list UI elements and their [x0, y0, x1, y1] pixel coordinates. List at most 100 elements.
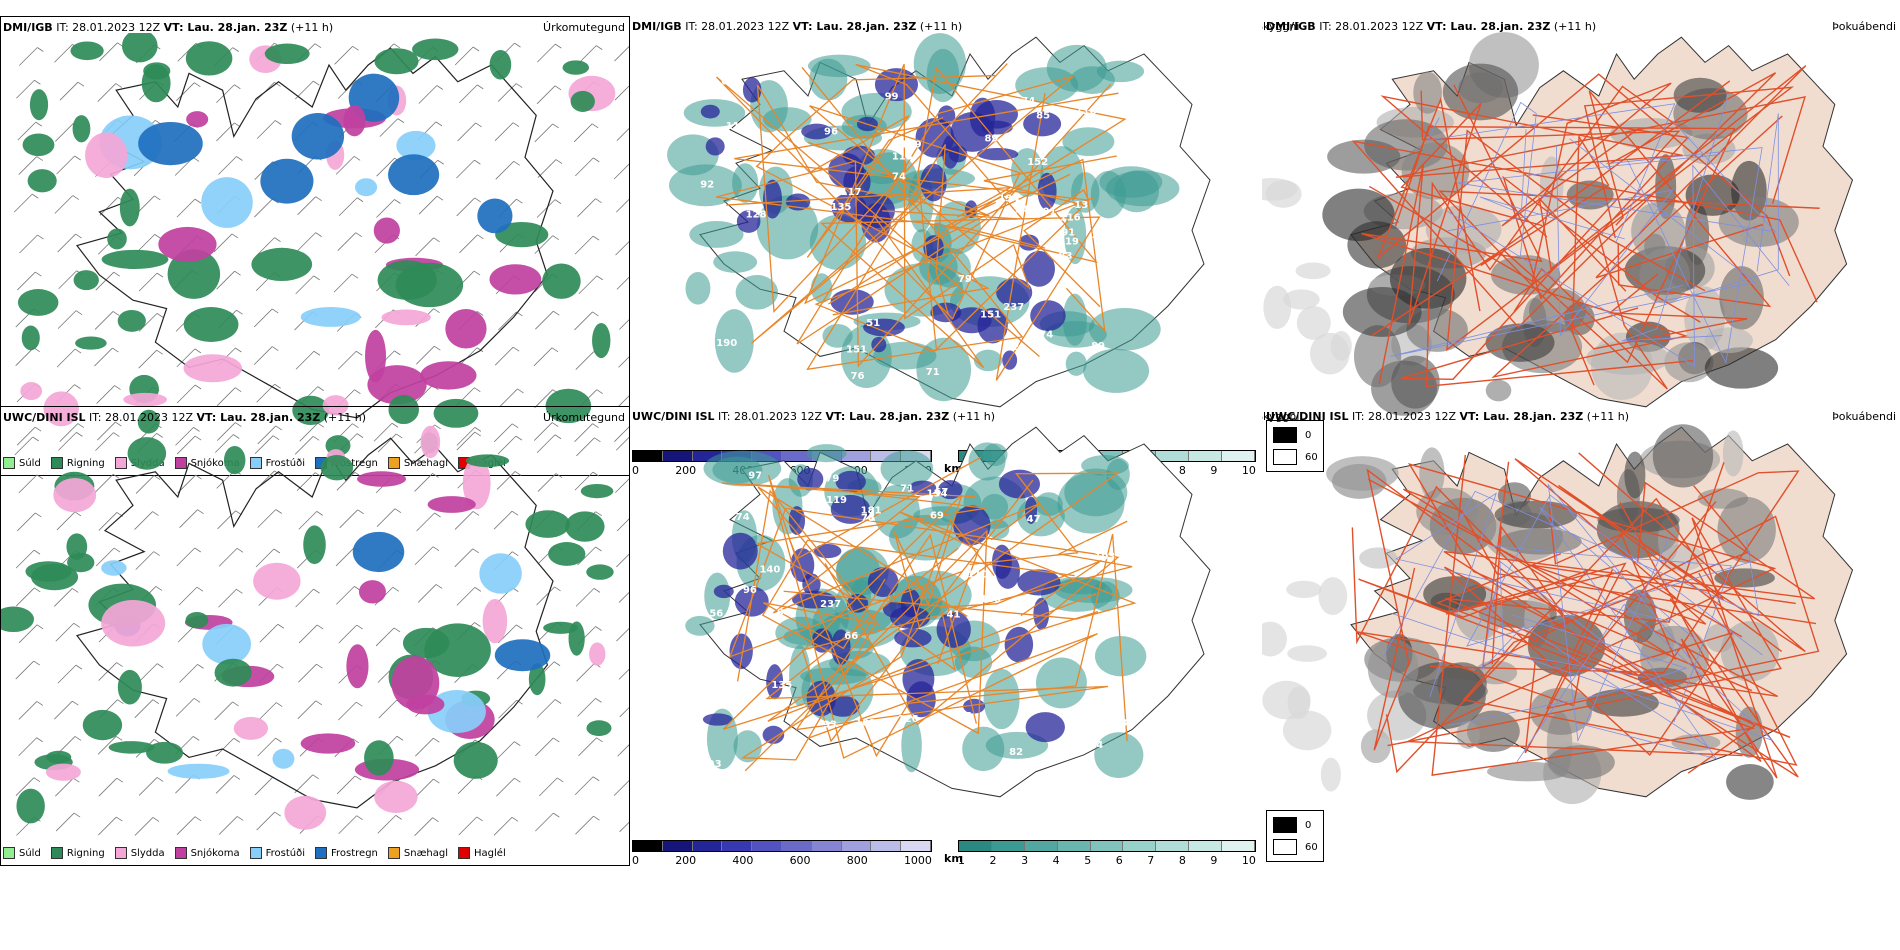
- fog-legend-item: 0: [1273, 817, 1311, 833]
- wind-barb: [575, 588, 595, 607]
- visibility-value: 237: [820, 599, 841, 610]
- precip-area: [462, 456, 491, 510]
- precip-type-panel: UWC/DINI ISL IT: 28.01.2023 12Z VT: Lau.…: [0, 406, 630, 866]
- wind-barb: [55, 123, 74, 142]
- visibility-scale-m: 02004006008001000m: [632, 840, 932, 866]
- precip-area: [158, 226, 217, 262]
- visibility-value: 152: [1027, 157, 1048, 168]
- wind-barb: [256, 237, 275, 256]
- visibility-value: 116: [1060, 213, 1081, 224]
- road-line: [814, 155, 1117, 353]
- precip-area: [107, 228, 127, 250]
- road-line: [1407, 463, 1777, 757]
- road-line: [722, 494, 1099, 730]
- precip-area: [25, 561, 72, 582]
- wind-barb: [257, 425, 277, 445]
- wind-barb: [619, 319, 629, 330]
- visibility-value: 103: [855, 718, 876, 729]
- wind-barb: [537, 43, 556, 63]
- precip-area: [300, 733, 356, 754]
- wind-barb: [218, 588, 237, 608]
- precip-area: [43, 391, 79, 427]
- wind-barb: [213, 233, 233, 253]
- wind-barb: [257, 702, 277, 721]
- wind-barb: [418, 85, 438, 104]
- wind-barb: [57, 310, 77, 329]
- precip-area: [146, 741, 184, 764]
- scale-tick: 9: [1210, 464, 1218, 476]
- product-name: Úrkomutegund: [543, 21, 625, 34]
- precip-area: [117, 669, 142, 705]
- wind-barb: [534, 389, 553, 409]
- visibility-value: 93: [708, 759, 722, 770]
- wind-barb: [97, 736, 117, 755]
- precip-area: [16, 788, 45, 824]
- wind-barb: [496, 777, 515, 797]
- title-offset: (+11 h): [1553, 20, 1597, 33]
- precip-area: [322, 395, 349, 416]
- title-vt: VT: Lau. 28.jan. 23Z: [1459, 410, 1584, 423]
- wind-barb: [576, 663, 595, 682]
- wind-barb: [575, 815, 594, 835]
- precip-area: [264, 43, 310, 65]
- precip-area: [320, 455, 354, 481]
- wind-barb: [298, 624, 318, 644]
- wind-barb: [414, 546, 434, 566]
- precip-area: [453, 741, 498, 779]
- title-vt: VT: Lau. 28.jan. 23Z: [825, 410, 950, 423]
- wind-barb: [415, 737, 434, 757]
- precip-area: [381, 309, 431, 326]
- wind-barb: [535, 737, 554, 757]
- precip-area: [22, 133, 55, 157]
- wind-barb: [175, 427, 194, 446]
- road-line: [1380, 95, 1806, 238]
- visibility-value: 142: [1015, 205, 1036, 216]
- wind-barb: [297, 700, 317, 720]
- wind-barb: [497, 83, 517, 102]
- title-offset: (+11 h): [290, 21, 334, 34]
- wind-barb: [15, 660, 35, 680]
- wind-barb: [417, 584, 437, 603]
- wind-barb: [335, 547, 355, 567]
- visibility-value: 60: [721, 77, 735, 88]
- visibility-value: 91: [1061, 227, 1075, 238]
- wind-barb: [454, 511, 474, 530]
- wind-barb: [614, 426, 629, 442]
- road-line: [1588, 90, 1772, 308]
- wind-barb: [618, 591, 629, 603]
- precip-area: [20, 382, 43, 401]
- precip-area: [562, 60, 590, 75]
- wind-barb: [253, 308, 273, 328]
- wind-barb: [176, 198, 196, 218]
- road-line: [1443, 481, 1816, 778]
- precip-area: [358, 580, 386, 604]
- fog-legend-item: 60: [1273, 449, 1318, 465]
- wind-barb: [254, 435, 274, 454]
- scale-unit: km: [944, 852, 963, 865]
- wind-barb: [333, 273, 353, 293]
- precip-area: [272, 748, 295, 769]
- wind-barb: [176, 348, 196, 368]
- legend-label: Frostúði: [265, 847, 305, 859]
- wind-barb: [574, 776, 594, 796]
- visibility-value: 71: [926, 367, 940, 378]
- wind-barb: [336, 775, 356, 795]
- precip-area: [479, 553, 522, 594]
- wind-barb: [218, 548, 238, 567]
- precip-area: [223, 445, 246, 475]
- wind-barb: [534, 235, 554, 254]
- wind-barb: [215, 737, 235, 757]
- wind-barb: [454, 548, 474, 568]
- visibility-value: 179: [901, 140, 922, 151]
- road-line: [897, 559, 1102, 672]
- road-line: [917, 66, 1098, 351]
- visibility-value: 131: [773, 263, 794, 274]
- road-line: [783, 511, 1137, 665]
- scale-tick: 10: [1241, 854, 1256, 866]
- wind-barb: [56, 155, 75, 175]
- wind-barb: [337, 701, 357, 721]
- precip-area: [167, 249, 221, 299]
- visibility-value: 96: [824, 127, 838, 138]
- river-line: [1436, 101, 1537, 282]
- wind-barb: [494, 122, 514, 141]
